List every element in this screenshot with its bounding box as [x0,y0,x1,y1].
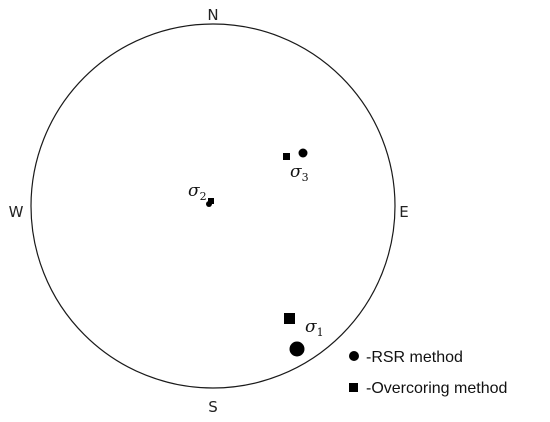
sigma1-subscript: 1 [317,326,324,339]
sigma3-label: σ3 [290,162,309,184]
sigma2-symbol: σ [188,181,200,201]
sigma1-rsr-marker [289,341,305,357]
primitive-circle [30,23,396,389]
sigma3-overcoring-marker [283,153,290,160]
south-label: S [208,398,218,416]
legend-rsr-icon [349,351,359,361]
sigma2-subscript: 2 [200,190,207,203]
north-label: N [207,6,218,24]
sigma3-rsr-marker [298,148,308,158]
sigma1-symbol: σ [305,317,317,337]
sigma2-label: σ2 [188,181,207,203]
sigma2-overcoring-marker [208,198,214,204]
sigma3-symbol: σ [290,162,302,182]
legend-overcoring-label: -Overcoring method [366,380,507,397]
sigma2-rsr-marker [206,201,212,207]
sigma1-overcoring-marker [284,313,295,324]
west-label: W [9,203,24,221]
east-label: E [399,203,408,221]
sigma1-label: σ1 [305,317,324,339]
sigma3-subscript: 3 [302,171,309,184]
legend: -RSR method -Overcoring method [349,349,507,397]
legend-overcoring-icon [349,383,358,392]
legend-rsr-label: -RSR method [366,349,463,366]
